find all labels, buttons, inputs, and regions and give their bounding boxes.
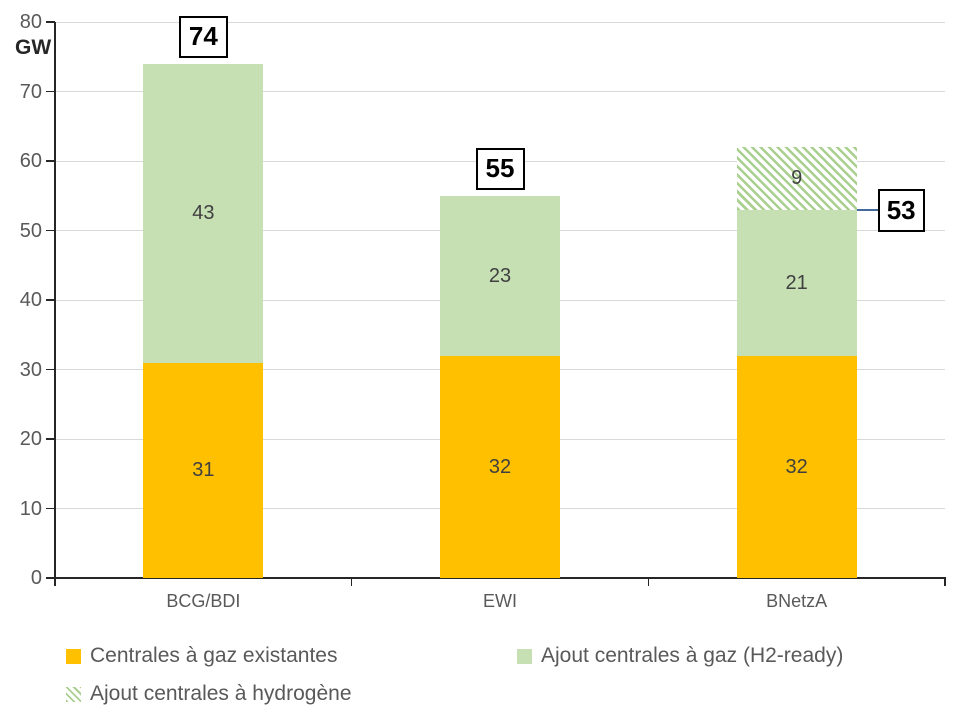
legend-item: Centrales à gaz existantes — [66, 641, 337, 671]
bar-segment-1 — [736, 209, 857, 356]
bar-segment-1 — [440, 195, 560, 356]
x-axis-line — [54, 577, 946, 579]
x-category-label: EWI — [482, 591, 517, 611]
bar-segment-value: 21 — [785, 271, 808, 294]
bar-segment-value: 31 — [192, 459, 215, 482]
bar-segment-0 — [736, 355, 857, 578]
legend-item: Ajout centrales à gaz (H2-ready) — [517, 641, 843, 671]
total-label-box: 55 — [475, 147, 525, 190]
y-tick-mark — [46, 299, 55, 301]
gridline — [55, 91, 945, 92]
x-category-label: BCG/BDI — [166, 591, 241, 611]
legend-swatch-icon — [66, 648, 81, 664]
y-tick-label: 10 — [19, 497, 42, 520]
x-tick-mark — [54, 578, 56, 586]
y-tick-label: 40 — [19, 289, 42, 311]
bar-segment-0 — [143, 362, 264, 578]
y-tick-label: 50 — [19, 219, 42, 242]
callout-line — [856, 208, 878, 211]
bar-segment-value: 9 — [791, 167, 803, 190]
legend-label: Centrales à gaz existantes — [90, 644, 338, 667]
bar-segment-0 — [440, 355, 560, 578]
y-tick-label: 0 — [30, 567, 42, 589]
y-tick-label: 80 — [19, 11, 42, 33]
bar-segment-value: 43 — [192, 202, 215, 225]
bar-segment-value: 32 — [488, 455, 512, 478]
x-category-label: BNetzA — [766, 591, 828, 611]
total-label-box: 53 — [877, 188, 925, 232]
y-tick-label: 60 — [19, 150, 42, 172]
x-tick-mark — [647, 578, 650, 586]
total-label-box: 74 — [178, 15, 228, 58]
y-tick-mark — [46, 229, 55, 232]
y-axis-unit-label: GW — [15, 36, 52, 59]
bar-segment-2 — [736, 147, 857, 210]
y-tick-mark — [46, 577, 55, 579]
legend-label: Ajout centrales à gaz (H2-ready) — [541, 644, 844, 667]
legend-swatch-icon — [66, 686, 81, 702]
x-tick-mark — [944, 578, 946, 586]
y-tick-mark — [46, 90, 55, 93]
y-tick-mark — [46, 21, 55, 23]
y-tick-mark — [46, 368, 55, 371]
bar-segment-value: 32 — [785, 455, 808, 478]
y-tick-label: 30 — [19, 358, 42, 381]
legend-swatch-icon — [517, 648, 532, 664]
bar-segment-1 — [143, 63, 264, 363]
legend-label: Ajout centrales à hydrogène — [90, 682, 352, 705]
y-tick-label: 20 — [19, 428, 42, 450]
x-tick-mark — [350, 578, 353, 586]
bar-segment-value: 23 — [488, 264, 512, 287]
y-tick-mark — [46, 438, 55, 440]
y-axis-line — [54, 22, 56, 578]
legend-item: Ajout centrales à hydrogène — [66, 679, 352, 709]
y-tick-mark — [46, 507, 55, 510]
y-tick-mark — [46, 160, 55, 162]
y-tick-label: 70 — [19, 80, 42, 103]
gridline — [55, 21, 945, 23]
